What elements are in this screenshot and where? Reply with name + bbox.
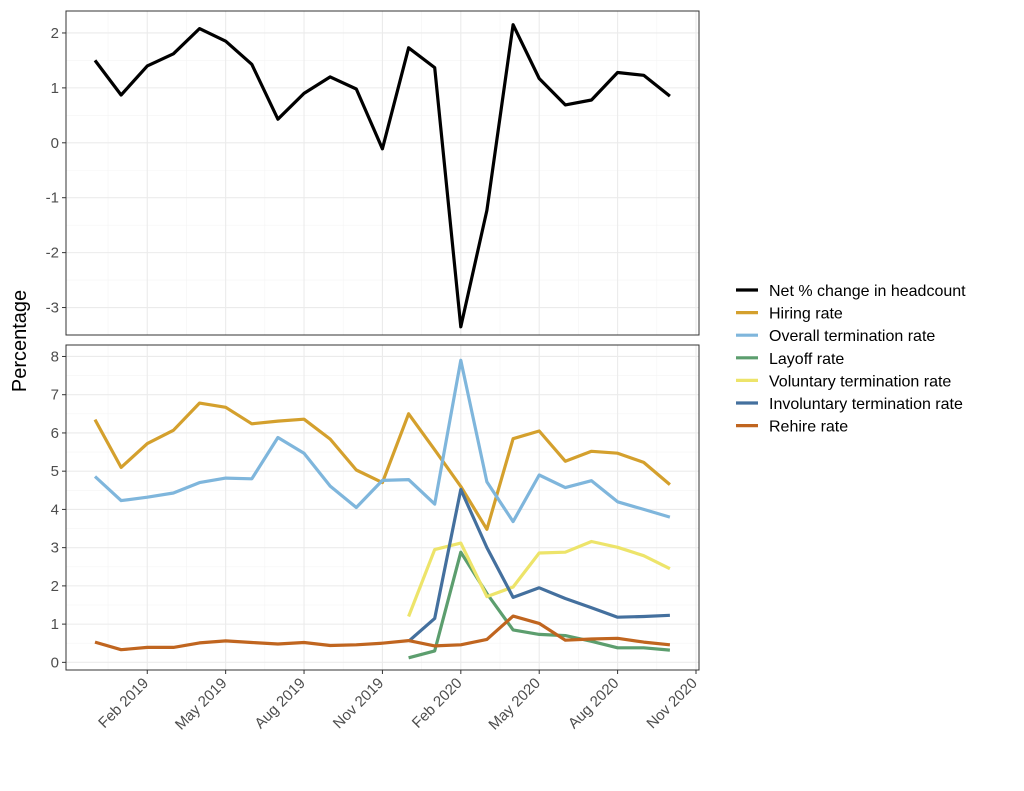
y-tick-label: 4	[51, 501, 59, 518]
net-change-panel: -3 -2 -1 0 1 2	[46, 10, 700, 336]
y-tick-label: -1	[46, 190, 59, 207]
y-tick-label: 6	[51, 425, 59, 442]
y-tick-label: 3	[51, 540, 59, 557]
y-tick-label: 1	[51, 80, 59, 97]
legend-label: Rehire rate	[769, 419, 848, 436]
legend-item-net-pct-change-in-headcount: Net % change in headcount	[736, 283, 966, 300]
series-line-involuntary-termination-rate	[407, 487, 670, 643]
legend-label: Voluntary termination rate	[769, 373, 951, 390]
y-tick-label: 7	[51, 387, 59, 404]
legend-item-involuntary-termination-rate: Involuntary termination rate	[736, 396, 963, 413]
series-line-net-pct-change-in-headcount	[93, 23, 671, 329]
legend-label: Hiring rate	[769, 306, 843, 323]
legend-label: Involuntary termination rate	[769, 396, 963, 413]
legend-item-rehire-rate: Rehire rate	[736, 419, 848, 436]
series-line-voluntary-termination-rate	[407, 539, 671, 618]
y-axis-title: Percentage	[9, 290, 31, 392]
legend-label: Net % change in headcount	[769, 283, 966, 300]
y-tick-label: 8	[51, 348, 59, 365]
panel-border	[65, 10, 700, 336]
y-tick-label: 0	[51, 654, 59, 671]
legend-item-voluntary-termination-rate: Voluntary termination rate	[736, 373, 951, 390]
series-line-layoff-rate	[408, 550, 671, 660]
legend-label: Layoff rate	[769, 351, 844, 368]
legend-item-overall-termination-rate: Overall termination rate	[736, 328, 935, 345]
rates-panel: 0 1 2 3 4 5 6 7 8	[51, 344, 700, 671]
y-tick-label: 2	[51, 25, 59, 42]
series-line-overall-termination-rate	[93, 358, 671, 524]
y-tick-label: 0	[51, 135, 59, 152]
series-line-rehire-rate	[94, 614, 671, 652]
y-tick-label: 5	[51, 463, 59, 480]
legend-item-layoff-rate: Layoff rate	[736, 351, 844, 368]
y-tick-label: -3	[46, 300, 59, 317]
legend-label: Overall termination rate	[769, 328, 935, 345]
y-tick-label: -2	[46, 245, 59, 262]
y-tick-label: 2	[51, 578, 59, 595]
y-tick-label: 1	[51, 616, 59, 633]
legend: Net % change in headcount Hiring rate Over…	[736, 283, 966, 436]
legend-item-hiring-rate: Hiring rate	[736, 306, 843, 323]
